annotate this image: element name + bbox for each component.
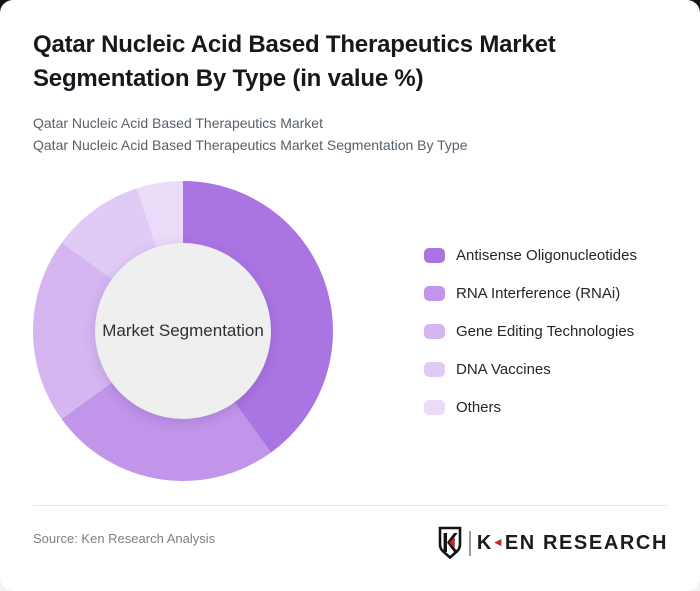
subtitle-block: Qatar Nucleic Acid Based Therapeutics Ma…: [33, 112, 468, 156]
footer-divider: [33, 505, 667, 506]
legend-label: Antisense Oligonucleotides: [456, 246, 637, 264]
donut-chart: Market Segmentation: [33, 181, 333, 481]
legend-swatch: [424, 285, 445, 301]
wordmark-rest: EN RESEARCH: [504, 531, 668, 554]
legend-item: Gene Editing Technologies: [424, 312, 637, 350]
logo-wordmark: K ◄ EN RESEARCH: [477, 532, 668, 555]
legend-label: Gene Editing Technologies: [456, 322, 635, 340]
wordmark-k: K: [476, 531, 493, 554]
ken-research-shield-icon: [438, 526, 462, 560]
legend-swatch: [424, 323, 445, 339]
subtitle-line-2: Qatar Nucleic Acid Based Therapeutics Ma…: [33, 137, 468, 153]
donut-center-label: Market Segmentation: [102, 321, 264, 340]
wordmark-red-triangle-icon: ◄: [491, 535, 504, 549]
donut-center: Market Segmentation: [95, 243, 271, 419]
legend-item: Others: [424, 388, 637, 426]
logo-separator: [468, 530, 471, 556]
legend-item: Antisense Oligonucleotides: [424, 236, 637, 274]
legend-swatch: [424, 361, 445, 377]
legend-label: Others: [456, 398, 502, 416]
legend-label: RNA Interference (RNAi): [456, 284, 621, 302]
legend-label: DNA Vaccines: [456, 360, 551, 378]
subtitle-line-1: Qatar Nucleic Acid Based Therapeutics Ma…: [33, 115, 323, 131]
legend-swatch: [424, 247, 445, 263]
legend-item: RNA Interference (RNAi): [424, 274, 637, 312]
legend-swatch: [424, 399, 445, 415]
source-note: Source: Ken Research Analysis: [33, 531, 216, 546]
chart-legend: Antisense Oligonucleotides RNA Interfere…: [424, 236, 637, 426]
page-title: Qatar Nucleic Acid Based Therapeutics Ma…: [33, 31, 556, 92]
legend-item: DNA Vaccines: [424, 350, 637, 388]
ken-research-logo: K ◄ EN RESEARCH: [438, 525, 668, 561]
